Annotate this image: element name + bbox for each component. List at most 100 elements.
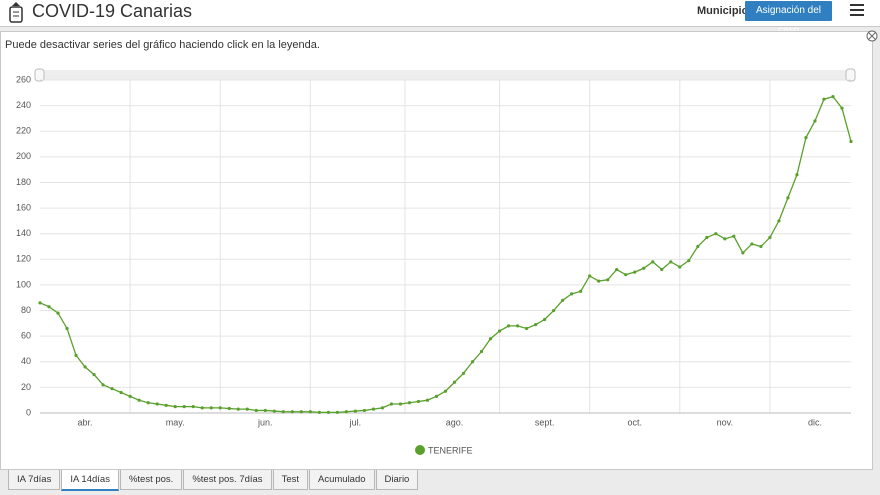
tab[interactable]: Test: [272, 470, 308, 490]
data-point: [353, 409, 357, 413]
data-point: [822, 97, 826, 101]
tab[interactable]: %test pos.: [119, 470, 183, 490]
data-point: [236, 407, 240, 411]
data-point: [425, 398, 430, 402]
y-tick-label: 240: [16, 100, 31, 110]
data-point: [47, 305, 51, 309]
data-point: [786, 196, 790, 200]
data-point: [461, 371, 466, 375]
tab[interactable]: %test pos. 7días: [183, 470, 272, 490]
data-point: [606, 278, 610, 282]
menu-button[interactable]: [850, 3, 864, 17]
data-point: [777, 219, 781, 223]
data-point: [804, 136, 808, 140]
data-point: [74, 353, 78, 357]
app-title: COVID-19 Canarias: [32, 1, 193, 21]
logo: [9, 2, 23, 23]
data-point: [173, 404, 177, 409]
expand-button[interactable]: [866, 30, 878, 42]
data-point: [840, 106, 844, 110]
series-line: [39, 95, 852, 414]
data-point: [272, 409, 276, 413]
y-tick-label: 40: [21, 356, 31, 366]
data-point: [227, 406, 231, 411]
data-point: [741, 251, 745, 255]
data-point: [191, 404, 195, 409]
data-point: [597, 279, 601, 283]
y-tick-label: 120: [16, 254, 31, 264]
x-tick-label: sept.: [535, 417, 555, 427]
data-point: [759, 244, 763, 249]
y-tick-label: 80: [21, 305, 31, 315]
data-point: [209, 406, 213, 410]
data-point: [218, 406, 222, 410]
data-point: [705, 235, 709, 240]
tab[interactable]: IA 7días: [8, 470, 61, 490]
x-tick-label: jun.: [257, 417, 273, 427]
data-point: [452, 380, 457, 384]
navigator-handle[interactable]: [34, 68, 45, 82]
filter-button[interactable]: Asignación del caso: [745, 1, 832, 36]
data-point: [660, 267, 664, 272]
data-point: [182, 404, 186, 409]
data-point: [588, 274, 592, 278]
data-point: [389, 402, 394, 406]
data-point: [561, 298, 565, 302]
tab[interactable]: IA 14días: [61, 470, 119, 491]
x-tick-label: abr.: [78, 417, 93, 427]
navigator-handle[interactable]: [845, 68, 856, 82]
data-point: [624, 273, 628, 277]
x-tick-label: ago.: [446, 417, 464, 427]
tab[interactable]: Acumulado: [309, 470, 375, 490]
data-point: [515, 324, 520, 328]
data-point: [696, 244, 700, 249]
data-point: [642, 266, 646, 270]
data-point: [669, 260, 673, 264]
data-point: [416, 399, 421, 404]
y-tick-label: 20: [21, 382, 31, 392]
x-tick-label: nov.: [717, 417, 733, 427]
data-point: [732, 234, 736, 238]
x-tick-label: dic.: [808, 417, 822, 427]
data-point: [371, 407, 376, 411]
data-point: [92, 372, 96, 377]
x-tick-label: oct.: [627, 417, 642, 427]
legend-label[interactable]: TENERIFE: [428, 445, 473, 455]
tab-bar: IA 7días IA 14días %test pos. %test pos. 7d…: [8, 470, 419, 492]
data-point: [525, 326, 529, 331]
data-point: [155, 402, 159, 406]
data-point: [335, 410, 339, 414]
data-point: [497, 329, 502, 333]
data-point: [56, 311, 60, 315]
data-point: [263, 408, 267, 413]
legend-marker[interactable]: [415, 445, 425, 455]
x-tick-label: may.: [166, 417, 185, 427]
data-point: [714, 232, 718, 236]
data-point: [119, 390, 123, 395]
data-point: [326, 410, 330, 414]
data-point: [110, 387, 114, 391]
navigator: [40, 70, 851, 80]
data-point: [443, 389, 448, 393]
chart: 0 20 40 60 80 100 120 140 160 180 200 220 240 260 abr.…: [16, 68, 856, 455]
tab[interactable]: Diario: [375, 470, 419, 490]
data-point: [831, 95, 835, 99]
data-point: [362, 408, 366, 413]
data-point: [651, 260, 655, 264]
data-point: [200, 406, 204, 410]
data-point: [849, 139, 853, 144]
data-point: [795, 173, 799, 177]
note: Puede desactivar series del gráfico haci…: [5, 39, 320, 51]
data-point: [245, 407, 249, 411]
data-point: [164, 403, 168, 407]
data-point: [83, 365, 87, 369]
data-point: [299, 410, 303, 414]
data-point: [678, 265, 682, 269]
data-point: [570, 292, 574, 296]
data-point: [290, 410, 294, 414]
data-point: [380, 406, 385, 410]
data-point: [434, 394, 439, 398]
data-point: [579, 289, 583, 293]
data-point: [254, 408, 258, 413]
y-tick-label: 160: [16, 202, 31, 212]
